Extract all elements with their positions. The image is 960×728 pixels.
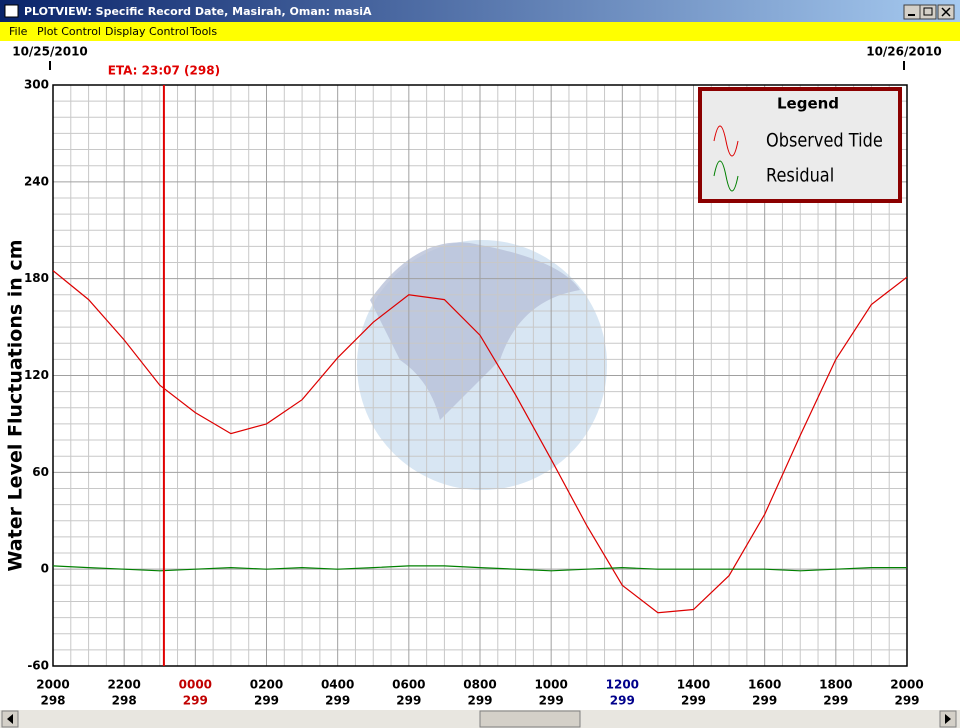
x-tick-label: 0800: [463, 678, 496, 692]
y-tick-label: 240: [24, 174, 49, 188]
x-day-label: 298: [40, 694, 65, 708]
x-day-label: 298: [112, 694, 137, 708]
x-day-label: 299: [254, 694, 279, 708]
y-axis-label: Water Level Fluctuations in cm: [5, 240, 27, 572]
x-day-label: 299: [610, 694, 635, 708]
maximize-button[interactable]: [919, 4, 937, 20]
date-label: 10/25/2010: [12, 45, 88, 59]
x-tick-label: 1000: [534, 678, 567, 692]
series-line: [52, 270, 908, 614]
x-tick-label: 2000: [890, 678, 923, 692]
x-day-label: 299: [823, 694, 848, 708]
x-day-label: 299: [894, 694, 919, 708]
legend-box: [698, 87, 902, 203]
menu-item[interactable]: Tools: [189, 25, 217, 38]
y-tick-label: 180: [24, 271, 49, 285]
x-day-label: 299: [325, 694, 350, 708]
x-day-label: 299: [396, 694, 421, 708]
x-tick-label: 1800: [819, 678, 852, 692]
scroll-thumb[interactable]: [479, 710, 581, 728]
x-day-label: 299: [681, 694, 706, 708]
x-day-label: 299: [467, 694, 492, 708]
date-label: 10/26/2010: [866, 45, 942, 59]
x-day-label: 299: [539, 694, 564, 708]
x-day-label: 299: [183, 694, 208, 708]
menu-bar: [0, 22, 960, 41]
x-tick-label: 2000: [36, 678, 69, 692]
scrollbar: [0, 710, 960, 728]
window-title: PLOTVIEW: Specific Record Date, Masirah,…: [24, 5, 372, 18]
x-tick-label: 1200: [606, 678, 639, 692]
legend-swatch: [713, 160, 739, 192]
menu-item[interactable]: Display Control: [105, 25, 189, 38]
y-tick-label: 300: [24, 78, 49, 92]
x-tick-label: 0600: [392, 678, 425, 692]
x-tick-label: 0200: [250, 678, 283, 692]
x-tick-label: 0000: [179, 678, 212, 692]
x-tick-label: 2200: [107, 678, 140, 692]
x-tick-label: 1600: [748, 678, 781, 692]
menu-item[interactable]: File: [9, 25, 28, 38]
menu-item[interactable]: Plot Control: [37, 25, 101, 38]
minimize-button[interactable]: [903, 4, 921, 20]
y-tick-label: 120: [24, 368, 49, 382]
legend-label: Residual: [766, 165, 834, 187]
series-line: [52, 565, 907, 572]
legend-swatch: [713, 125, 739, 157]
x-tick-label: 1400: [677, 678, 710, 692]
title-bar: [0, 0, 960, 22]
legend-title: Legend: [777, 95, 839, 113]
plot-frame: [52, 84, 908, 667]
app-icon: [4, 4, 19, 18]
y-tick-label: 0: [41, 562, 49, 576]
eta-label: ETA: 23:07 (298): [108, 64, 220, 78]
y-tick-label: 60: [32, 465, 49, 479]
legend-label: Observed Tide: [766, 130, 883, 152]
x-day-label: 299: [752, 694, 777, 708]
window-buttons: [903, 4, 955, 20]
y-tick-label: -60: [27, 659, 49, 673]
x-tick-label: 0400: [321, 678, 354, 692]
